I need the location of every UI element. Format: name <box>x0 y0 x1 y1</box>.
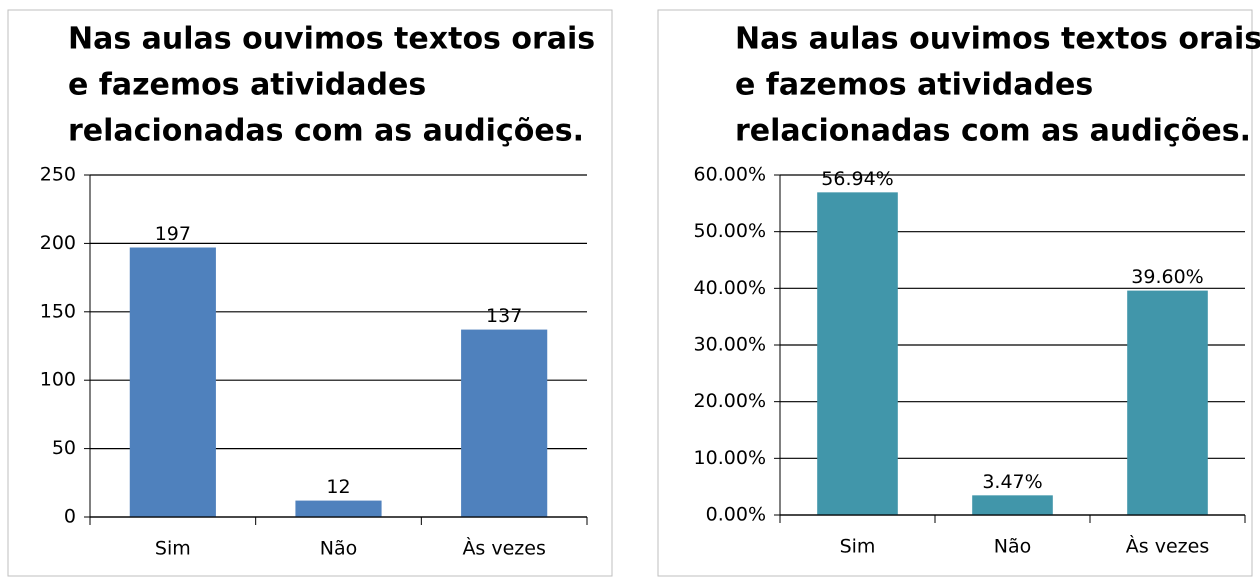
bar <box>295 500 382 517</box>
y-tick-label: 150 <box>40 300 76 322</box>
x-tick-label: Sim <box>840 536 876 558</box>
y-tick-label: 60.00% <box>694 164 766 186</box>
value-label: 3.47% <box>982 471 1042 493</box>
y-tick-label: 0 <box>64 506 76 528</box>
bar <box>129 247 216 517</box>
chart-title: e fazemos atividades <box>68 68 426 103</box>
y-tick-label: 100 <box>40 369 76 391</box>
chart-title: e fazemos atividades <box>735 68 1093 103</box>
x-tick-label: Às vezes <box>462 537 545 560</box>
bar <box>972 495 1053 515</box>
y-tick-label: 20.00% <box>694 390 766 412</box>
x-tick-label: Sim <box>155 538 191 560</box>
value-label: 39.60% <box>1131 266 1203 288</box>
value-label: 56.94% <box>821 168 893 190</box>
chart-title: relacionadas com as audições. <box>68 114 584 149</box>
x-tick-label: Não <box>994 536 1031 558</box>
x-tick-label: Não <box>320 538 357 560</box>
y-tick-label: 40.00% <box>694 277 766 299</box>
value-label: 197 <box>155 223 191 245</box>
bar <box>1127 290 1208 515</box>
bar <box>461 329 548 517</box>
y-tick-label: 0.00% <box>706 504 766 526</box>
bar <box>817 192 898 515</box>
chart-title: Nas aulas ouvimos textos orais <box>68 22 595 57</box>
y-tick-label: 50.00% <box>694 220 766 242</box>
chart-title: relacionadas com as audições. <box>735 114 1251 149</box>
y-tick-label: 30.00% <box>694 334 766 356</box>
value-label: 137 <box>486 305 522 327</box>
x-tick-label: Às vezes <box>1126 535 1209 558</box>
y-tick-label: 50 <box>52 437 76 459</box>
y-tick-label: 200 <box>40 232 76 254</box>
value-label: 12 <box>326 476 350 498</box>
y-tick-label: 10.00% <box>694 447 766 469</box>
chart-title: Nas aulas ouvimos textos orais <box>735 22 1260 57</box>
y-tick-label: 250 <box>40 164 76 186</box>
